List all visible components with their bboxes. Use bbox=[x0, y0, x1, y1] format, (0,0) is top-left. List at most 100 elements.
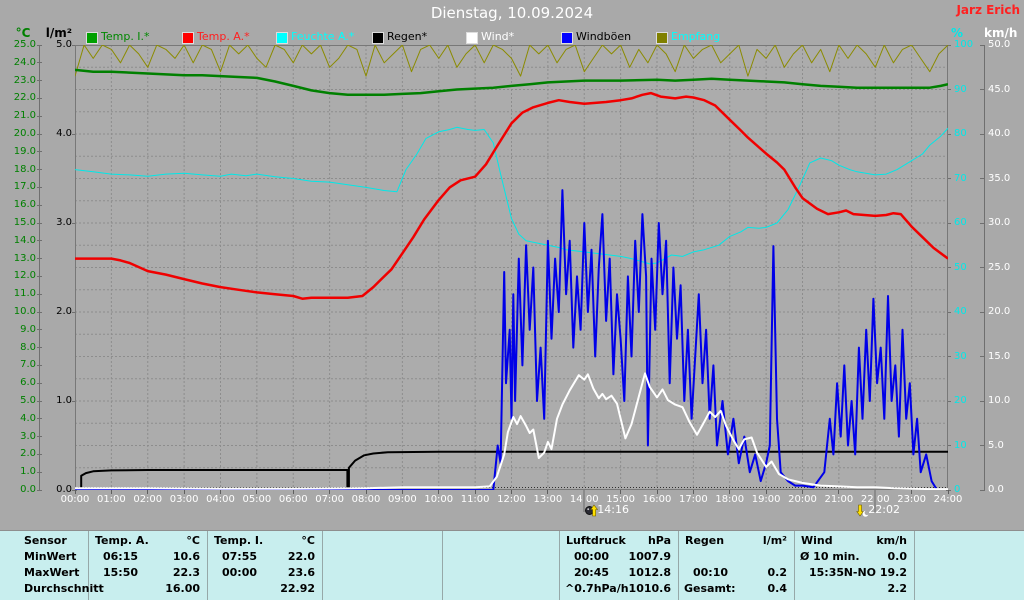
table-divider bbox=[442, 531, 443, 600]
kmh-tick bbox=[980, 133, 985, 135]
table-cell-value: 0.0 bbox=[887, 550, 908, 563]
kmh-label: 25.0 bbox=[988, 261, 1011, 273]
celsius-tick bbox=[37, 436, 42, 438]
celsius-tick bbox=[37, 186, 42, 188]
celsius-tick bbox=[37, 382, 42, 384]
celsius-label: 23.0 bbox=[13, 74, 36, 86]
hour-label: 19:00 bbox=[751, 494, 781, 505]
percent-tick bbox=[946, 400, 951, 402]
hour-label: 05:00 bbox=[242, 494, 272, 505]
moonset-icon bbox=[856, 502, 870, 517]
user-name: Jarz Erich bbox=[956, 3, 1020, 17]
series-windboeen bbox=[75, 189, 948, 491]
table-row-label: Durchschnitt bbox=[24, 582, 104, 595]
summary-table: Sensor MinWert MaxWert Durchschnitt Temp. A.… bbox=[0, 531, 1024, 600]
celsius-tick bbox=[37, 97, 42, 99]
table-divider bbox=[322, 531, 323, 600]
rain-label: 4.0 bbox=[56, 128, 72, 139]
hour-tick bbox=[729, 490, 731, 494]
kmh-label: 20.0 bbox=[988, 306, 1011, 317]
percent-label: 80 bbox=[954, 128, 967, 139]
hour-tick bbox=[365, 490, 367, 494]
series-empfang bbox=[74, 44, 949, 77]
table-cell-time: 07:55 bbox=[222, 550, 258, 563]
kmh-tick bbox=[980, 356, 985, 357]
hour-tick bbox=[401, 490, 403, 494]
marker-anchor-tick bbox=[874, 490, 877, 512]
axis-unit-percent: % bbox=[951, 26, 964, 40]
celsius-label: 2.0 bbox=[20, 448, 36, 460]
table-divider bbox=[678, 531, 679, 600]
kmh-label: 45.0 bbox=[988, 83, 1011, 95]
celsius-label: 4.0 bbox=[20, 412, 36, 424]
celsius-tick bbox=[37, 115, 42, 117]
axis-unit-rain: l/m² bbox=[45, 26, 72, 40]
table-cell-value: 10.6 bbox=[172, 550, 200, 563]
percent-tick bbox=[946, 178, 951, 179]
plot-border bbox=[75, 45, 948, 490]
hour-label: 16:00 bbox=[642, 494, 672, 505]
hour-label: 21:00 bbox=[824, 494, 854, 505]
celsius-label: 8.0 bbox=[20, 341, 36, 353]
kmh-tick bbox=[980, 489, 985, 491]
percent-label: 70 bbox=[954, 172, 967, 184]
hour-label: 12:00 bbox=[497, 494, 526, 505]
kmh-label: 5.0 bbox=[988, 439, 1004, 451]
celsius-tick bbox=[37, 275, 42, 277]
table-cell-value: 0.2 bbox=[767, 566, 788, 579]
marker-anchor-tick bbox=[583, 490, 586, 512]
celsius-tick bbox=[37, 418, 42, 420]
percent-label: 40 bbox=[954, 306, 967, 317]
kmh-tick bbox=[980, 222, 985, 224]
celsius-label: 3.0 bbox=[20, 430, 36, 442]
table-row-label: Sensor bbox=[24, 534, 67, 547]
table-divider bbox=[914, 531, 915, 600]
hour-label: 24:00 bbox=[933, 494, 963, 505]
table-cell-time: 00:00 bbox=[574, 550, 610, 563]
kmh-label: 40.0 bbox=[988, 128, 1011, 139]
hour-tick bbox=[511, 490, 512, 494]
hour-label: 18:00 bbox=[715, 494, 745, 505]
percent-tick bbox=[946, 44, 951, 46]
table-col-title: Temp. A. bbox=[95, 534, 149, 547]
series-temp_i bbox=[74, 68, 949, 97]
table-col-title: Wind bbox=[801, 534, 833, 547]
hour-tick bbox=[692, 490, 694, 494]
legend-swatch-6 bbox=[561, 32, 573, 44]
table-col-unit: °C bbox=[301, 534, 315, 547]
hour-tick bbox=[256, 490, 258, 494]
percent-label: 10 bbox=[954, 439, 967, 451]
celsius-label: 0.0 bbox=[20, 484, 36, 495]
table-cell-value: 16.00 bbox=[165, 582, 200, 595]
table-divider bbox=[88, 531, 89, 600]
percent-tick bbox=[946, 445, 951, 446]
hour-tick bbox=[620, 490, 622, 494]
hour-tick bbox=[220, 490, 221, 494]
celsius-label: 5.0 bbox=[20, 395, 36, 406]
hour-tick bbox=[110, 490, 112, 494]
table-cell-time: 15:35 bbox=[809, 566, 845, 579]
hour-tick bbox=[292, 490, 294, 494]
axis-unit-celsius: °C bbox=[15, 26, 31, 40]
hour-label: 11:00 bbox=[460, 494, 490, 505]
table-cell-time: Ø 10 min. bbox=[800, 550, 860, 563]
legend-swatch-5 bbox=[466, 32, 478, 44]
table-cell-value: 1012.8 bbox=[628, 566, 671, 579]
series-feuchte_a bbox=[74, 126, 949, 265]
legend-swatch-1 bbox=[86, 32, 98, 44]
hour-tick bbox=[911, 490, 913, 494]
hour-tick bbox=[947, 490, 949, 494]
celsius-label: 21.0 bbox=[13, 110, 36, 122]
hour-tick bbox=[147, 490, 149, 494]
celsius-label: 25.0 bbox=[13, 39, 36, 50]
kmh-label: 15.0 bbox=[988, 350, 1011, 362]
percent-label: 50 bbox=[954, 261, 967, 273]
table-divider bbox=[794, 531, 795, 600]
rain-label: 5.0 bbox=[56, 39, 72, 50]
table-col-title: Luftdruck bbox=[566, 534, 626, 547]
chart-plot-area bbox=[74, 44, 949, 491]
celsius-tick bbox=[37, 400, 42, 402]
legend-label-4: Regen* bbox=[387, 30, 428, 43]
table-cell-time: 00:10 bbox=[693, 566, 729, 579]
series-temp_a bbox=[75, 91, 949, 300]
